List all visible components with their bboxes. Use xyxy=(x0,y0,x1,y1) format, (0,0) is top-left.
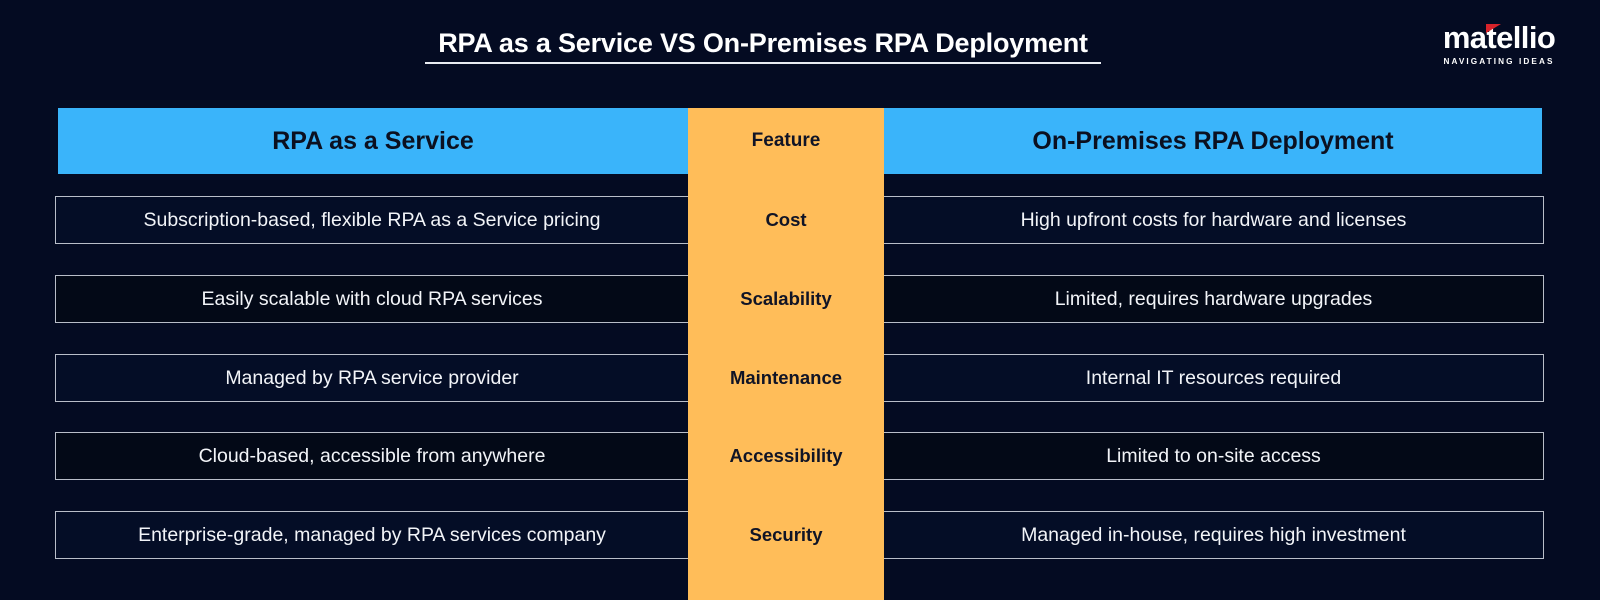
table-row: High upfront costs for hardware and lice… xyxy=(884,196,1544,244)
feature-label: Scalability xyxy=(740,288,832,309)
feature-label: Maintenance xyxy=(729,367,843,388)
column-header-right: On-Premises RPA Deployment xyxy=(884,108,1542,174)
feature-column-band xyxy=(688,108,884,600)
feature-label: Cost xyxy=(765,209,807,230)
table-row: Subscription-based, flexible RPA as a Se… xyxy=(55,196,688,244)
table-row: Managed in-house, requires high investme… xyxy=(884,511,1544,559)
column-header-left: RPA as a Service xyxy=(58,108,688,174)
table-row: Cloud-based, accessible from anywhere xyxy=(55,432,688,480)
table-row: Limited to on-site access xyxy=(884,432,1544,480)
table-row: Managed by RPA service provider xyxy=(55,354,688,402)
table-row: Internal IT resources required xyxy=(884,354,1544,402)
logo-tagline: NAVIGATING IDEAS xyxy=(1443,57,1555,66)
logo-accent-triangle-icon xyxy=(1486,24,1501,33)
feature-label: Accessibility xyxy=(729,445,843,466)
matellio-logo: matellio NAVIGATING IDEAS xyxy=(1424,22,1574,68)
feature-label: Security xyxy=(749,524,823,545)
table-row: Limited, requires hardware upgrades xyxy=(884,275,1544,323)
title-underline xyxy=(425,62,1101,64)
table-row: Enterprise-grade, managed by RPA service… xyxy=(55,511,688,559)
table-row: Easily scalable with cloud RPA services xyxy=(55,275,688,323)
page-title: RPA as a Service VS On-Premises RPA Depl… xyxy=(438,28,1088,58)
column-header-feature: Feature xyxy=(751,130,821,151)
